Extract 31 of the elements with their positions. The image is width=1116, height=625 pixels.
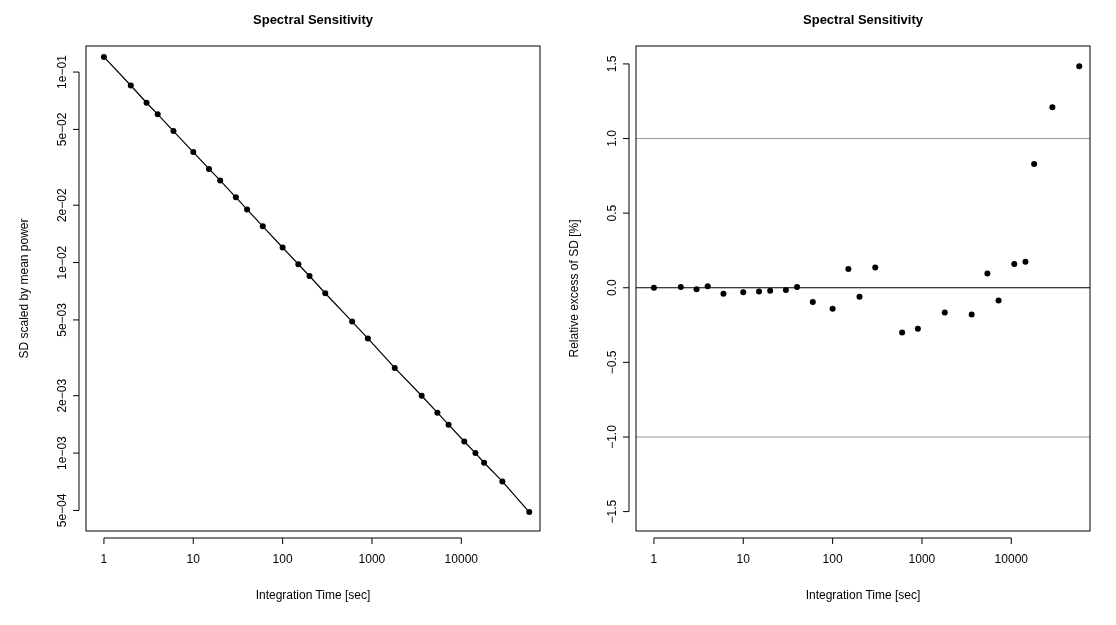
y-tick-label: 1.0 xyxy=(605,129,619,147)
y-axis-title: Relative excess of SD [%] xyxy=(567,219,581,358)
y-tick-label: 1e−03 xyxy=(55,435,69,470)
y-axis-title: SD scaled by mean power xyxy=(17,218,31,359)
y-tick-label: −0.5 xyxy=(605,350,619,375)
y-tick-label: 5e−02 xyxy=(55,112,69,147)
y-tick-label: −1.0 xyxy=(605,424,619,449)
x-tick-label: 10 xyxy=(736,552,751,566)
x-axis-title: Integration Time [sec] xyxy=(255,588,371,602)
y-tick-label: −1.5 xyxy=(605,499,619,524)
y-tick-label: 2e−03 xyxy=(55,378,69,413)
x-tick-label: 100 xyxy=(822,552,843,566)
x-tick-label: 10 xyxy=(186,552,201,566)
x-tick-label: 1 xyxy=(100,552,108,566)
y-tick-label: 1e−02 xyxy=(55,245,69,280)
y-tick-label: 1.5 xyxy=(605,55,619,73)
y-tick-label: 5e−04 xyxy=(55,493,69,528)
y-tick-label: 2e−02 xyxy=(55,188,69,223)
x-tick-label: 10000 xyxy=(994,552,1029,566)
x-tick-label: 1 xyxy=(650,552,658,566)
y-tick-label: 0.5 xyxy=(605,204,619,222)
chart-title: Spectral Sensitivity xyxy=(803,12,924,27)
x-tick-label: 100 xyxy=(272,552,293,566)
x-tick-label: 10000 xyxy=(444,552,479,566)
x-tick-label: 1000 xyxy=(908,552,936,566)
y-tick-label: 1e−01 xyxy=(55,54,69,89)
chart-title: Spectral Sensitivity xyxy=(253,12,374,27)
x-tick-label: 1000 xyxy=(358,552,386,566)
y-tick-label: 0.0 xyxy=(605,279,619,297)
y-tick-label: 5e−03 xyxy=(55,302,69,337)
x-axis-title: Integration Time [sec] xyxy=(805,588,921,602)
